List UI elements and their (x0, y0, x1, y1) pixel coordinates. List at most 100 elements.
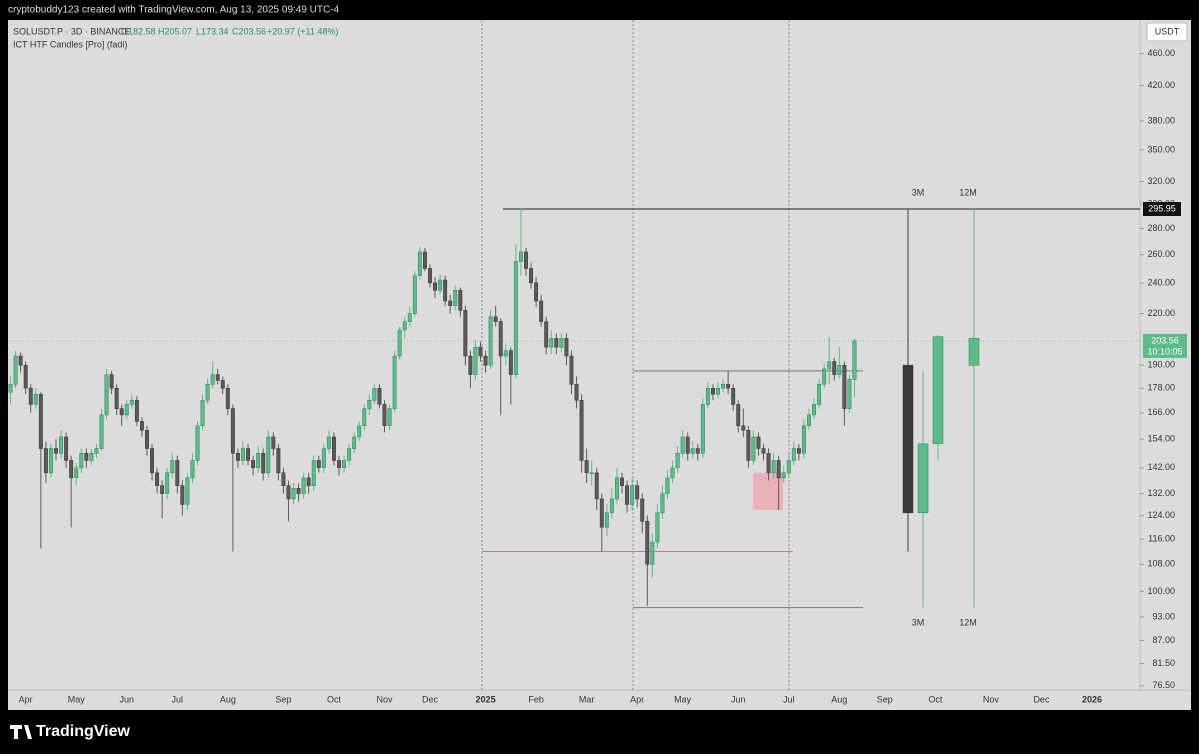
candle-body (347, 448, 352, 461)
candle-body (807, 414, 811, 427)
y-tick-label: 166.00 (1147, 407, 1175, 417)
candle-body (251, 460, 256, 469)
currency-label[interactable]: USDT (1155, 26, 1180, 36)
x-tick-label: May (68, 694, 86, 704)
candle-body (33, 393, 38, 405)
candle-body (685, 436, 690, 454)
candle-body (670, 467, 675, 479)
x-tick-label: Oct (327, 694, 342, 704)
x-tick-label: Feb (528, 694, 544, 704)
candle-body (200, 400, 205, 427)
candle-body (235, 453, 240, 461)
x-tick-label: Apr (19, 694, 33, 704)
candle-body (291, 488, 296, 500)
candle-body (362, 408, 367, 427)
candle-body (711, 387, 715, 395)
countdown: 10:10:05 (1147, 346, 1182, 356)
candle-body (114, 387, 119, 409)
candle-body (210, 374, 215, 385)
candle-body (241, 448, 245, 461)
candle-body (544, 321, 549, 348)
candle-body (129, 400, 134, 405)
candle-body (64, 436, 69, 461)
candle-body (230, 408, 235, 454)
candle-body (721, 384, 726, 389)
last-price-label: 203.56 (1151, 335, 1179, 345)
x-tick-label: May (674, 694, 692, 704)
candle-body (342, 460, 347, 469)
candle-body (402, 321, 407, 331)
candle-body (695, 448, 700, 454)
candle-body (357, 425, 362, 438)
candle-body (104, 374, 109, 416)
candle-body (700, 404, 705, 454)
candle-body (463, 310, 468, 357)
candle-body (225, 387, 230, 409)
candle-body (932, 336, 944, 445)
candle-body (716, 387, 720, 395)
candle-body (306, 477, 311, 486)
candle-body (630, 485, 635, 505)
candle-body (559, 338, 564, 348)
y-tick-label: 350.00 (1147, 144, 1175, 154)
candle-body (316, 460, 321, 469)
candle-body (812, 404, 816, 416)
x-tick-label: Jun (120, 694, 135, 704)
candle-body (412, 275, 417, 314)
candle-body (660, 493, 665, 514)
y-tick-label: 380.00 (1147, 115, 1175, 125)
x-tick-label: Mar (579, 694, 595, 704)
y-tick-label: 460.00 (1147, 48, 1175, 58)
candle-body (18, 355, 23, 366)
candle-body (382, 404, 387, 427)
candle-body (751, 436, 756, 461)
candle-body (842, 364, 847, 409)
candle-body (124, 404, 129, 416)
y-tick-label: 142.00 (1147, 462, 1175, 472)
candle-body (69, 460, 74, 479)
candle-body (276, 448, 281, 474)
candle-body (594, 472, 599, 500)
currency-button[interactable] (1146, 22, 1188, 42)
candle-body (579, 400, 584, 461)
y-tick-label: 87.00 (1152, 635, 1175, 645)
candle-body (822, 368, 827, 385)
candle-body (589, 472, 594, 475)
candle-body (776, 460, 781, 479)
y-tick-label: 320.00 (1147, 176, 1175, 186)
candle-body (407, 313, 412, 322)
candle-body (615, 477, 619, 500)
candle-body (190, 460, 195, 479)
candle-body (79, 453, 84, 469)
candle-body (746, 429, 751, 461)
y-tick-label: 93.00 (1152, 611, 1175, 621)
candle-body (321, 448, 326, 469)
candle-body (917, 443, 929, 514)
y-tick-label: 190.00 (1147, 360, 1175, 370)
candle-body (271, 436, 276, 449)
candle-body (89, 453, 94, 461)
candle-body (640, 498, 645, 522)
candle-body (534, 282, 539, 302)
candle-body (266, 436, 271, 474)
candle-body (569, 355, 574, 385)
candle-body (8, 384, 13, 393)
y-tick-label: 240.00 (1147, 277, 1175, 287)
candle-body (761, 448, 766, 454)
candle-body (675, 453, 680, 469)
candle-body (155, 472, 160, 486)
candle-body (84, 453, 89, 461)
candle-body (215, 374, 220, 381)
candle-body (397, 329, 402, 357)
candle-body (281, 472, 286, 486)
candle-body (175, 460, 180, 486)
candle-body (180, 485, 185, 505)
y-tick-label: 280.00 (1147, 223, 1175, 233)
candle-body (220, 380, 225, 389)
candle-body (508, 350, 513, 375)
candle-body (781, 472, 786, 479)
x-tick-label: 2026 (1082, 694, 1102, 704)
y-tick-label: 76.50 (1152, 680, 1175, 690)
candle-body (74, 467, 79, 479)
candle-body (766, 453, 771, 474)
